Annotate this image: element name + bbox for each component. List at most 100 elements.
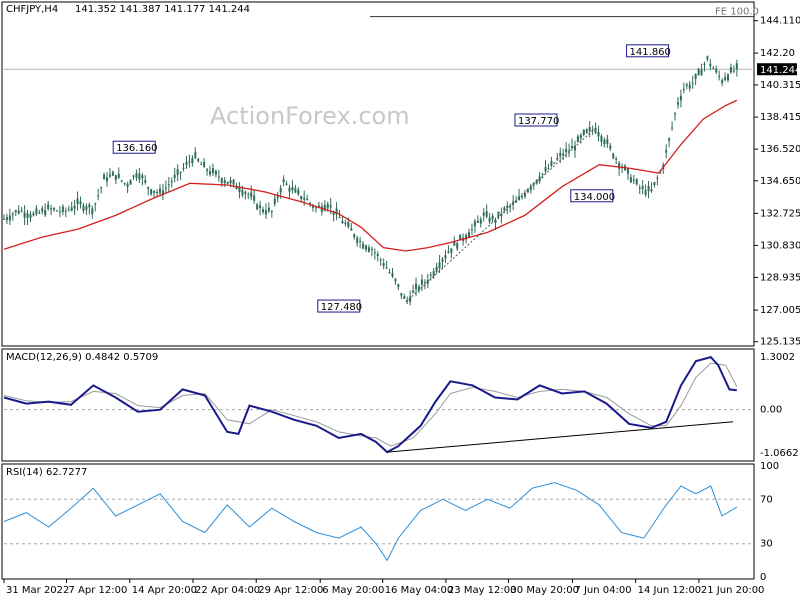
- rsi-y-tick-label: 0: [760, 572, 766, 583]
- candle-body: [367, 247, 370, 252]
- candle-body: [341, 221, 344, 224]
- price-y-axis: 144.110 142.20 140.315 138.415 136.520 134.65…: [754, 16, 800, 348]
- price-y-tick-label: 128.935: [760, 272, 800, 283]
- candle-body: [606, 139, 609, 144]
- candle-body: [603, 139, 606, 145]
- candle-body: [441, 258, 444, 262]
- candle-body: [394, 278, 397, 282]
- candle-body: [61, 206, 64, 212]
- candle-body: [447, 251, 450, 253]
- candle-body: [223, 180, 226, 184]
- candle-body: [562, 153, 565, 156]
- candle-body: [106, 177, 109, 182]
- candle-body: [303, 197, 306, 200]
- macd-y-tick-label: 0.00: [760, 405, 782, 416]
- candle-body: [588, 127, 591, 132]
- price-y-tick-label: 138.415: [760, 112, 800, 123]
- candle-body: [644, 190, 647, 195]
- candle-body: [23, 212, 26, 218]
- x-tick-label: 29 Apr 12:00: [258, 585, 323, 596]
- candle-body: [67, 209, 70, 211]
- candle-body: [226, 181, 229, 184]
- candle-body: [103, 174, 106, 180]
- candle-body: [8, 215, 11, 221]
- candle-body: [256, 204, 259, 210]
- candle-body: [114, 175, 117, 181]
- candle-body: [629, 177, 632, 183]
- price-y-tick-label: 136.520: [760, 144, 800, 155]
- candle-body: [412, 290, 415, 293]
- x-tick-label: 30 May 20:00: [510, 585, 579, 596]
- candle-body: [14, 210, 17, 213]
- candle-body: [58, 211, 61, 213]
- candle-body: [338, 217, 341, 219]
- candle-body: [523, 192, 526, 197]
- candle-body: [456, 243, 459, 249]
- candle-body: [200, 163, 203, 165]
- candle-body: [503, 207, 506, 211]
- candle-body: [550, 160, 553, 166]
- rsi-y-tick-label: 100: [760, 461, 779, 472]
- candle-body: [553, 162, 556, 164]
- candle-body: [429, 274, 432, 276]
- candle-body: [332, 210, 335, 215]
- candle-body: [229, 180, 232, 184]
- candle-body: [582, 129, 585, 135]
- candle-body: [279, 188, 282, 193]
- fe-level-label: FE 100.0: [715, 7, 759, 18]
- price-y-tick-label: 142.20: [760, 48, 795, 59]
- candle-body: [176, 169, 179, 175]
- candle-body: [220, 178, 223, 184]
- candle-body: [147, 187, 150, 189]
- price-label-text: 141.860: [630, 47, 671, 58]
- candle-body: [417, 286, 420, 290]
- price-label: 136.160: [112, 140, 158, 154]
- candle-body: [559, 152, 562, 157]
- candle-body: [420, 279, 423, 285]
- candle-body: [76, 198, 79, 205]
- candle-body: [718, 75, 721, 77]
- candle-body: [126, 183, 129, 188]
- candle-body: [721, 79, 724, 84]
- candle-body: [579, 135, 582, 139]
- candle-body: [732, 70, 735, 72]
- candle-body: [288, 187, 291, 192]
- candle-body: [88, 204, 91, 208]
- candle-body: [138, 173, 141, 180]
- candle-body: [376, 253, 379, 256]
- x-tick-label: 14 Jun 12:00: [638, 585, 702, 596]
- candle-body: [158, 188, 161, 194]
- candle-body: [35, 208, 38, 215]
- candle-body: [264, 210, 267, 215]
- candle-body: [282, 179, 285, 183]
- candle-body: [727, 74, 730, 81]
- candle-body: [111, 171, 114, 176]
- macd-title: MACD(12,26,9) 0.4842 0.5709: [6, 352, 158, 363]
- candle-body: [406, 299, 409, 301]
- candle-body: [470, 228, 473, 230]
- x-tick-label: 23 May 12:00: [448, 585, 517, 596]
- candle-body: [335, 208, 338, 215]
- watermark: ActionForex.com: [210, 102, 410, 130]
- price-y-tick-label: 125.135: [760, 337, 800, 348]
- candle-body: [94, 203, 97, 205]
- candle-body: [391, 273, 394, 277]
- candle-body: [397, 284, 400, 288]
- candle-body: [715, 69, 718, 73]
- candle-body: [211, 168, 214, 173]
- candle-body: [141, 175, 144, 179]
- candle-body: [44, 210, 47, 216]
- candle-body: [206, 169, 209, 171]
- candle-body: [259, 205, 262, 208]
- candle-body: [541, 173, 544, 175]
- candle-body: [191, 157, 194, 164]
- candle-body: [232, 179, 235, 185]
- price-label-text: 137.770: [518, 116, 559, 127]
- candle-body: [465, 235, 468, 240]
- candle-body: [641, 186, 644, 190]
- candle-body: [706, 56, 709, 60]
- candle-body: [365, 245, 368, 250]
- candle-body: [600, 135, 603, 142]
